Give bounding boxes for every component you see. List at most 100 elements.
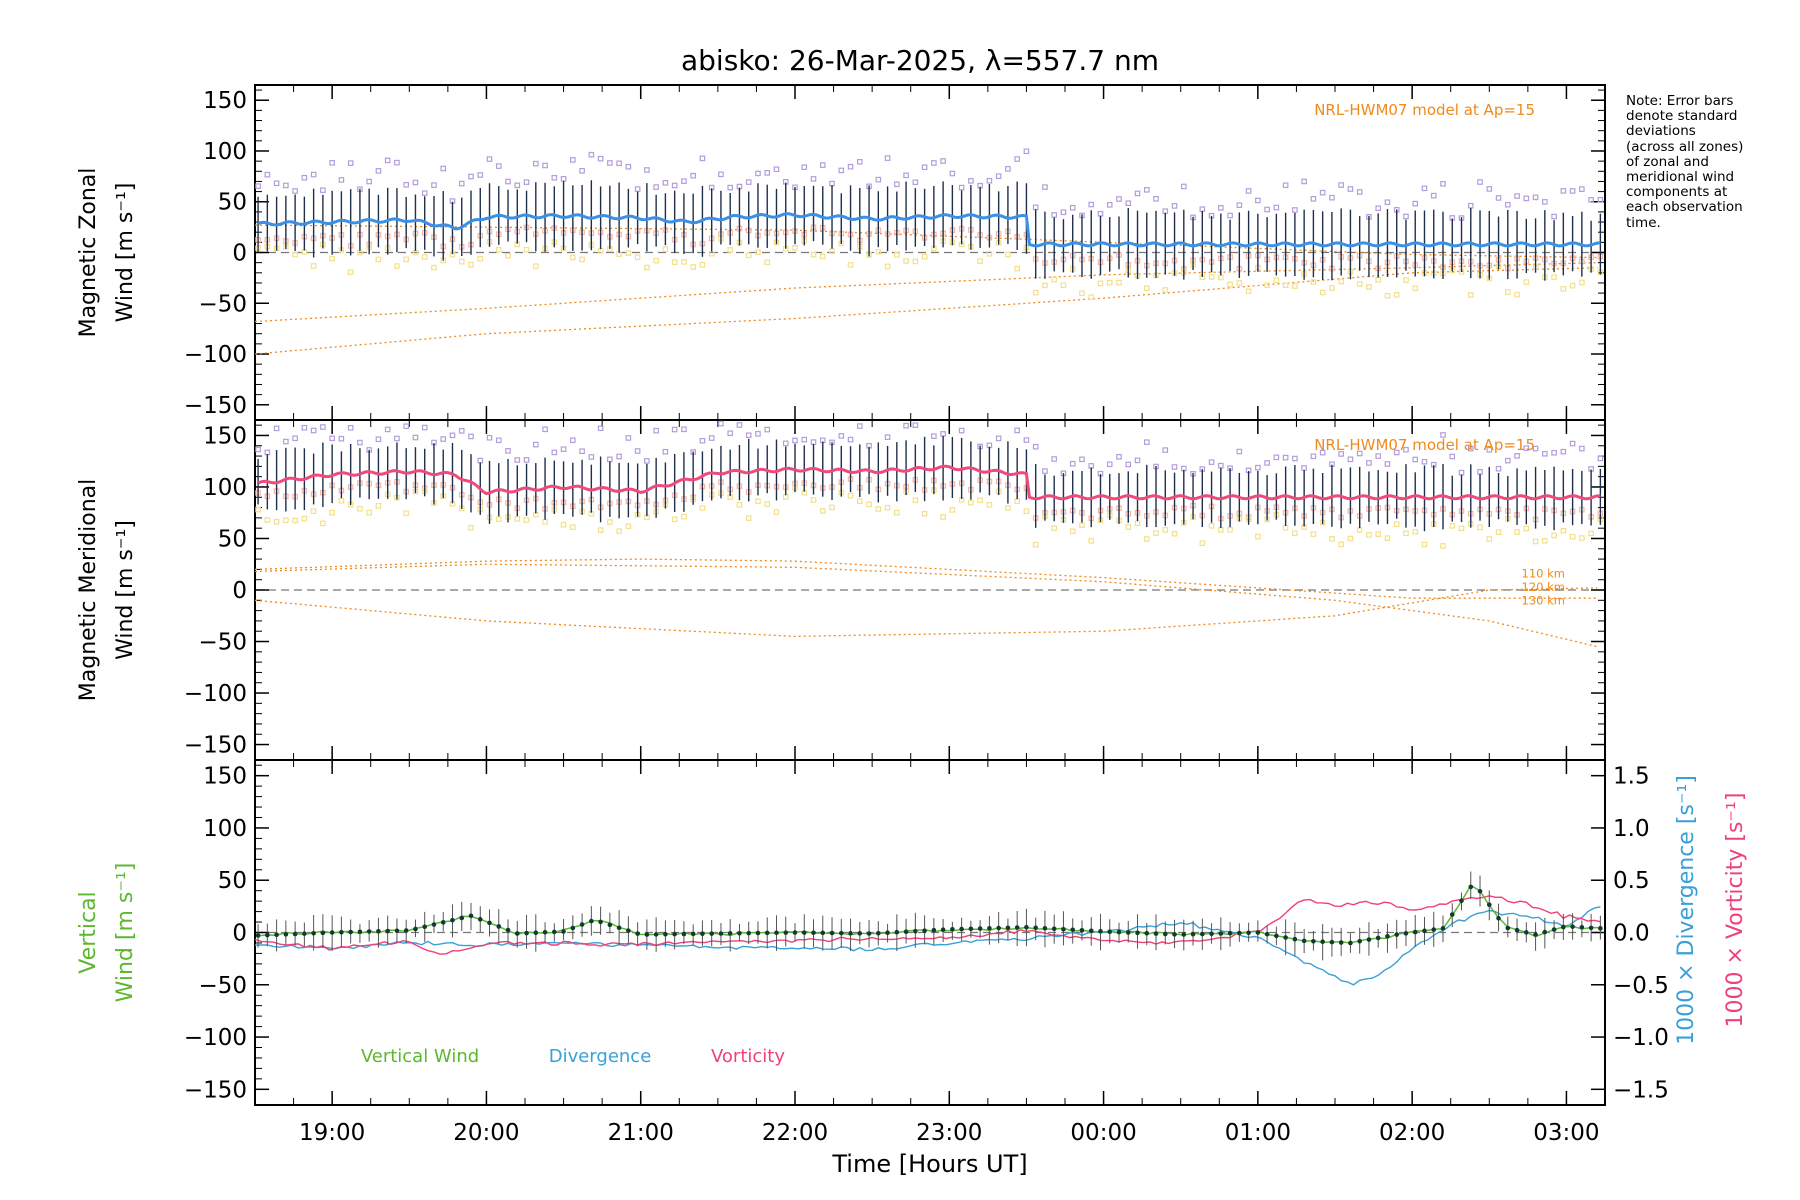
zone-point xyxy=(486,156,493,162)
zone-point xyxy=(329,509,335,516)
meridional-panel: 150 100 50 0 −50 −100 −150 NRL-HWM07 model at A… xyxy=(76,419,1606,761)
zone-point xyxy=(1542,450,1548,457)
zone-point xyxy=(579,167,585,174)
zone-point xyxy=(1255,197,1261,204)
zone-point xyxy=(1069,204,1076,211)
vertical-wind-point xyxy=(774,930,779,936)
zone-point xyxy=(264,449,271,456)
zone-point xyxy=(292,251,298,258)
zone-point xyxy=(755,170,761,177)
zone-point xyxy=(625,250,632,256)
x-tick-label: 19:00 xyxy=(299,1120,365,1146)
zone-point xyxy=(884,504,891,511)
zone-point xyxy=(921,164,928,171)
y-axis-label: Wind [m s⁻¹] xyxy=(113,183,138,323)
zone-point xyxy=(745,179,752,185)
zone-point xyxy=(458,258,465,265)
zone-point xyxy=(1116,196,1122,202)
zone-point xyxy=(1218,274,1224,281)
zone-point xyxy=(1319,289,1326,296)
vertical-wind-point xyxy=(690,931,696,937)
zone-point xyxy=(523,246,530,253)
vertical-wind-point xyxy=(1459,898,1464,904)
x-axis-label: Time [Hours UT] xyxy=(831,1150,1027,1178)
vertical-wind-point xyxy=(1246,930,1251,936)
zone-point xyxy=(329,160,335,166)
zone-point xyxy=(1292,207,1298,213)
vertical-wind-point xyxy=(1162,931,1168,937)
zone-point xyxy=(977,497,983,504)
vertical-wind-point xyxy=(1375,935,1381,941)
y-axis-label: Magnetic Meridional xyxy=(76,479,101,701)
zone-point xyxy=(1569,188,1576,194)
vertical-wind-point xyxy=(524,930,529,936)
zone-point xyxy=(542,518,548,525)
vertical-wind-point xyxy=(1329,939,1335,945)
zone-point xyxy=(597,527,604,533)
zone-point xyxy=(1458,525,1465,532)
zone-point xyxy=(495,437,502,444)
zone-point xyxy=(468,524,474,531)
zone-point xyxy=(1504,289,1511,295)
zone-point xyxy=(1153,195,1159,202)
zone-point xyxy=(1143,285,1150,292)
zone-point xyxy=(634,254,641,261)
zone-point xyxy=(597,425,604,432)
zone-point xyxy=(1236,280,1243,286)
y-tick-label: 0 xyxy=(232,241,247,267)
zone-point xyxy=(912,422,919,428)
zone-point xyxy=(1282,282,1289,288)
vertical-wind-point xyxy=(876,930,881,936)
vertical-wind-point xyxy=(1125,930,1131,935)
zone-point xyxy=(995,173,1002,179)
zone-point xyxy=(671,516,678,523)
vertical-wind-point xyxy=(783,930,789,935)
zone-point xyxy=(625,523,632,530)
vertical-wind-point xyxy=(422,924,428,930)
vertical-wind-point xyxy=(366,929,372,934)
zone-point xyxy=(273,425,280,432)
zone-point xyxy=(1245,288,1252,295)
vertical-wind-point xyxy=(570,925,576,931)
zone-point xyxy=(1440,180,1446,187)
y-tick-label: 100 xyxy=(203,139,247,165)
zone-point xyxy=(1338,182,1344,188)
zone-point xyxy=(477,457,484,464)
zone-point xyxy=(764,259,771,266)
zone-point xyxy=(1125,524,1132,530)
vertical-wind-point xyxy=(672,931,677,937)
legend-entry: Vertical Wind xyxy=(361,1046,479,1067)
zone-point xyxy=(514,182,521,189)
vertical-wind-point xyxy=(1579,924,1585,930)
zone-point xyxy=(708,435,715,441)
zone-point xyxy=(681,426,687,433)
zone-point xyxy=(264,517,271,523)
y-tick-label: −100 xyxy=(184,681,247,707)
vertical-wind-point xyxy=(866,931,872,936)
zone-point xyxy=(1060,282,1067,288)
zone-point xyxy=(1171,464,1178,470)
zone-point xyxy=(1143,439,1150,445)
zone-point xyxy=(1032,443,1039,450)
zone-point xyxy=(532,160,539,167)
y-tick-label: −150 xyxy=(184,733,247,759)
vertical-wind-point xyxy=(1366,937,1372,942)
zone-point xyxy=(764,501,771,507)
vertical-wind-point xyxy=(755,930,761,936)
zone-point xyxy=(1051,456,1058,462)
zone-point xyxy=(542,162,548,169)
y2-tick-label: −0.5 xyxy=(1613,973,1669,999)
zone-point xyxy=(1273,204,1280,211)
zone-point xyxy=(1532,538,1539,545)
zone-point xyxy=(810,439,817,445)
zone-point xyxy=(903,422,909,429)
zone-point xyxy=(1023,148,1030,155)
zone-point xyxy=(644,167,650,173)
zone-point xyxy=(1486,186,1493,192)
note-line: denote standard xyxy=(1626,108,1738,125)
zone-point xyxy=(329,255,335,262)
zone-point xyxy=(847,163,854,170)
vertical-wind-point xyxy=(1542,929,1548,935)
zone-point xyxy=(1180,183,1187,190)
